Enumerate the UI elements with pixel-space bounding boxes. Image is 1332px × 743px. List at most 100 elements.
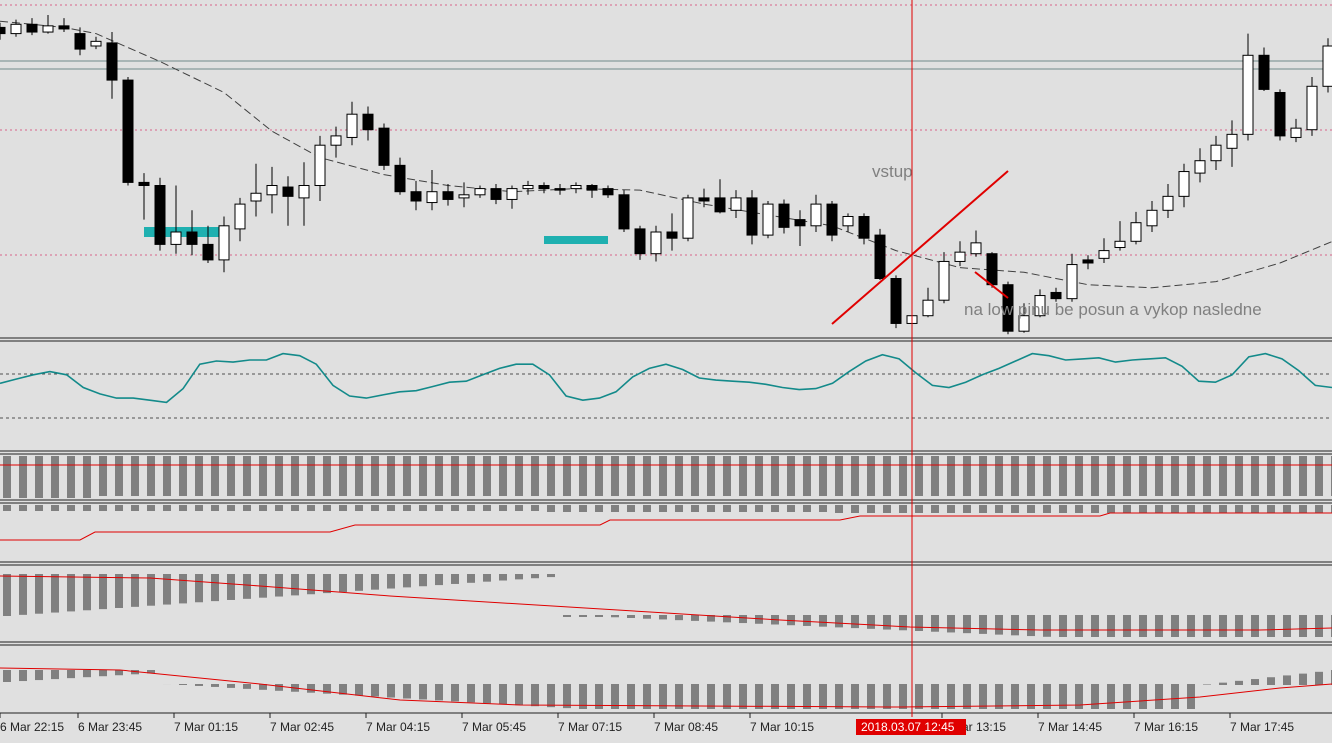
histogram-bar: [595, 684, 603, 709]
histogram-bar: [467, 505, 475, 511]
candle-body: [522, 185, 534, 190]
candle-body: [170, 231, 182, 245]
candle-body: [506, 188, 518, 200]
histogram-bar: [1107, 615, 1115, 637]
histogram-bar: [707, 615, 715, 622]
candle-body: [1050, 291, 1062, 300]
histogram-bar: [1187, 505, 1195, 513]
note-annotation: na low pinu be posun a vykop nasledne: [964, 300, 1262, 319]
histogram-bar: [1059, 684, 1067, 709]
histogram-bar: [1091, 505, 1099, 513]
histogram-bar: [627, 684, 635, 709]
histogram-bar: [467, 456, 475, 496]
histogram-bar: [499, 574, 507, 581]
histogram-bar: [1315, 505, 1323, 513]
histogram-bar: [547, 684, 555, 708]
histogram-bar: [1123, 505, 1131, 513]
histogram-bar: [1075, 684, 1083, 709]
histogram-bar: [675, 684, 683, 709]
candle-body: [1194, 160, 1206, 174]
histogram-bar: [339, 456, 347, 496]
candle-body: [1290, 127, 1302, 138]
histogram-bar: [3, 574, 11, 616]
histogram-bar: [931, 615, 939, 632]
histogram-bar: [435, 574, 443, 586]
histogram-bar: [947, 456, 955, 496]
arrow-line[interactable]: [974, 271, 1009, 299]
histogram-bar: [563, 684, 571, 709]
histogram-bar: [1267, 505, 1275, 513]
candle-body: [314, 144, 326, 186]
histogram-bar: [19, 670, 27, 682]
histogram-bar: [723, 615, 731, 623]
histogram-bar: [1283, 615, 1291, 637]
entry-annotation: vstup: [872, 162, 913, 181]
histogram-bar: [1267, 456, 1275, 496]
histogram-bar: [195, 574, 203, 603]
histogram-bar: [803, 505, 811, 512]
histogram-bar: [403, 684, 411, 699]
histogram-bar: [579, 456, 587, 496]
histogram-bar: [1011, 505, 1019, 513]
candle-body: [58, 25, 70, 30]
histogram-bar: [275, 456, 283, 496]
histogram-bar: [867, 684, 875, 709]
histogram-bar: [691, 505, 699, 512]
histogram-bar: [995, 505, 1003, 513]
candle-body: [26, 23, 38, 33]
histogram-bar: [83, 574, 91, 611]
candle-body: [842, 216, 854, 227]
histogram-bar: [675, 615, 683, 621]
support-zone-highlight: [544, 236, 608, 244]
histogram-bar: [211, 574, 219, 602]
histogram-bar: [403, 456, 411, 496]
histogram-bar: [1283, 456, 1291, 496]
histogram-bar: [515, 684, 523, 706]
histogram-bar: [419, 684, 427, 700]
histogram-bar: [67, 505, 75, 511]
candle-body: [250, 192, 262, 202]
candle-body: [1178, 171, 1190, 197]
histogram-bar: [51, 505, 59, 511]
histogram-bar: [51, 670, 59, 680]
x-tick-label: 7 Mar 05:45: [462, 720, 526, 734]
crosshair-time-label: 2018.03.07 12:45: [861, 720, 955, 734]
histogram-bar: [1139, 684, 1147, 709]
candle-body: [1018, 315, 1030, 332]
histogram-bar: [419, 574, 427, 587]
candle-body: [266, 185, 278, 196]
histogram-bar: [307, 505, 315, 511]
histogram-bar: [115, 456, 123, 496]
candle-body: [90, 40, 102, 47]
trend-line[interactable]: [831, 170, 1009, 325]
histogram-bar: [691, 615, 699, 621]
histogram-bar: [595, 615, 603, 617]
histogram-bar: [707, 505, 715, 512]
histogram-bar: [611, 505, 619, 512]
candle-body: [442, 191, 454, 200]
candle-body: [1162, 195, 1174, 211]
candle-body: [378, 127, 390, 166]
candle-body: [826, 203, 838, 236]
histogram-bar: [1235, 615, 1243, 637]
histogram-bar: [547, 456, 555, 496]
histogram-bar: [1299, 673, 1307, 685]
histogram-bar: [899, 505, 907, 513]
histogram-bar: [1075, 615, 1083, 637]
histogram-bar: [1235, 505, 1243, 513]
histogram-bar: [275, 684, 283, 691]
histogram-bar: [851, 684, 859, 709]
x-tick-label: 7 Mar 17:45: [1230, 720, 1294, 734]
histogram-bar: [1203, 456, 1211, 496]
histogram-bar: [99, 574, 107, 610]
candle-body: [762, 203, 774, 236]
histogram-bar: [435, 456, 443, 496]
histogram-bar: [163, 456, 171, 496]
candle-body: [634, 228, 646, 255]
histogram-bar: [931, 505, 939, 513]
histogram-bar: [899, 456, 907, 496]
candle-body: [234, 203, 246, 230]
histogram-bar: [1187, 684, 1195, 709]
histogram-bar: [291, 456, 299, 496]
histogram-bar: [291, 505, 299, 511]
